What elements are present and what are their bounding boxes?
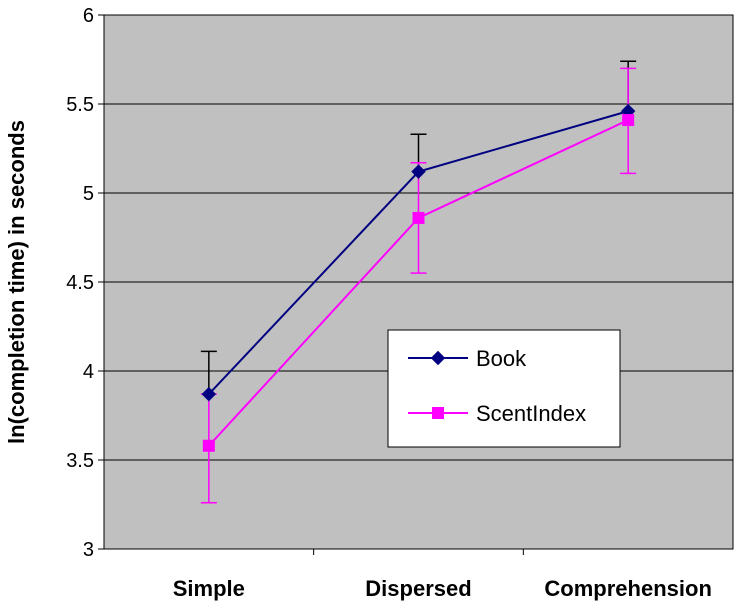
y-tick-label: 5 bbox=[83, 183, 94, 205]
y-tick-label: 4.5 bbox=[66, 272, 94, 294]
y-tick-label: 3 bbox=[83, 539, 94, 561]
data-point-scentindex bbox=[622, 114, 635, 127]
x-category-label: Simple bbox=[173, 576, 245, 601]
data-point-book bbox=[201, 386, 217, 402]
axis-labels: 3 3.5 4 4.5 5 5.5 6 Simple Dispersed Comprehensio… bbox=[4, 5, 712, 601]
axes bbox=[98, 14, 733, 555]
data-point-scentindex bbox=[202, 439, 215, 452]
error-bars bbox=[200, 60, 637, 504]
y-tick-label: 5.5 bbox=[66, 94, 94, 116]
x-category-label: Comprehension bbox=[544, 576, 711, 601]
legend-box bbox=[387, 329, 621, 448]
y-tick-label: 4 bbox=[83, 361, 94, 383]
y-axis-title: ln(completion time) in seconds bbox=[4, 120, 29, 444]
y-tick-label: 3.5 bbox=[66, 450, 94, 472]
legend-label: Book bbox=[476, 346, 527, 371]
legend-marker bbox=[432, 407, 444, 419]
legend-marker bbox=[430, 350, 446, 366]
data-point-book bbox=[411, 164, 426, 179]
legend: Book ScentIndex bbox=[387, 329, 621, 448]
x-category-label: Dispersed bbox=[365, 576, 471, 601]
y-tick-label: 6 bbox=[83, 5, 94, 27]
legend-label: ScentIndex bbox=[476, 401, 586, 426]
data-point-scentindex bbox=[412, 211, 425, 224]
series-markers bbox=[201, 103, 636, 452]
